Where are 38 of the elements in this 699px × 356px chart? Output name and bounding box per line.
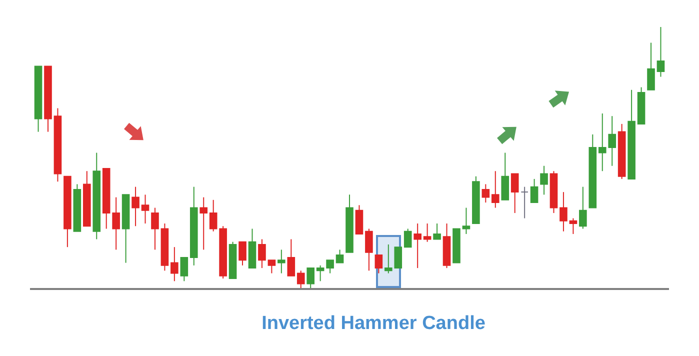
candlestick [365, 228, 373, 272]
candlestick [326, 260, 334, 274]
candlestick [647, 42, 655, 90]
candlestick [296, 270, 305, 290]
candlestick [268, 260, 276, 274]
candlestick [520, 186, 528, 219]
candlestick [200, 196, 208, 250]
candlestick [238, 241, 246, 266]
candlestick [462, 207, 470, 234]
candlestick [656, 26, 665, 78]
candlestick [316, 264, 324, 282]
candlestick [209, 199, 218, 232]
candlestick [404, 228, 412, 248]
candlestick [491, 170, 500, 208]
candlestick [132, 186, 140, 227]
candlestick [510, 173, 519, 214]
candlestick [180, 257, 188, 282]
candlestick [501, 152, 510, 200]
candlestick [306, 268, 314, 290]
candlestick [423, 223, 432, 242]
candlestick [579, 186, 587, 230]
candlestick [287, 238, 296, 276]
candlestick [414, 223, 422, 269]
candlestick [141, 194, 150, 224]
candlestick [433, 223, 441, 240]
candlestick [258, 238, 266, 269]
candlestick [336, 249, 344, 264]
candlestick [482, 184, 490, 204]
candlestick [374, 254, 383, 274]
candlestick [170, 246, 178, 282]
candlestick [540, 165, 548, 196]
candlestick [278, 249, 286, 274]
candlestick [151, 207, 159, 250]
candlestick [569, 218, 578, 234]
text: Inverted Hammer Candle [260, 313, 486, 335]
candlestick [560, 192, 568, 232]
candlestick [530, 178, 538, 204]
candlestick [355, 204, 364, 234]
